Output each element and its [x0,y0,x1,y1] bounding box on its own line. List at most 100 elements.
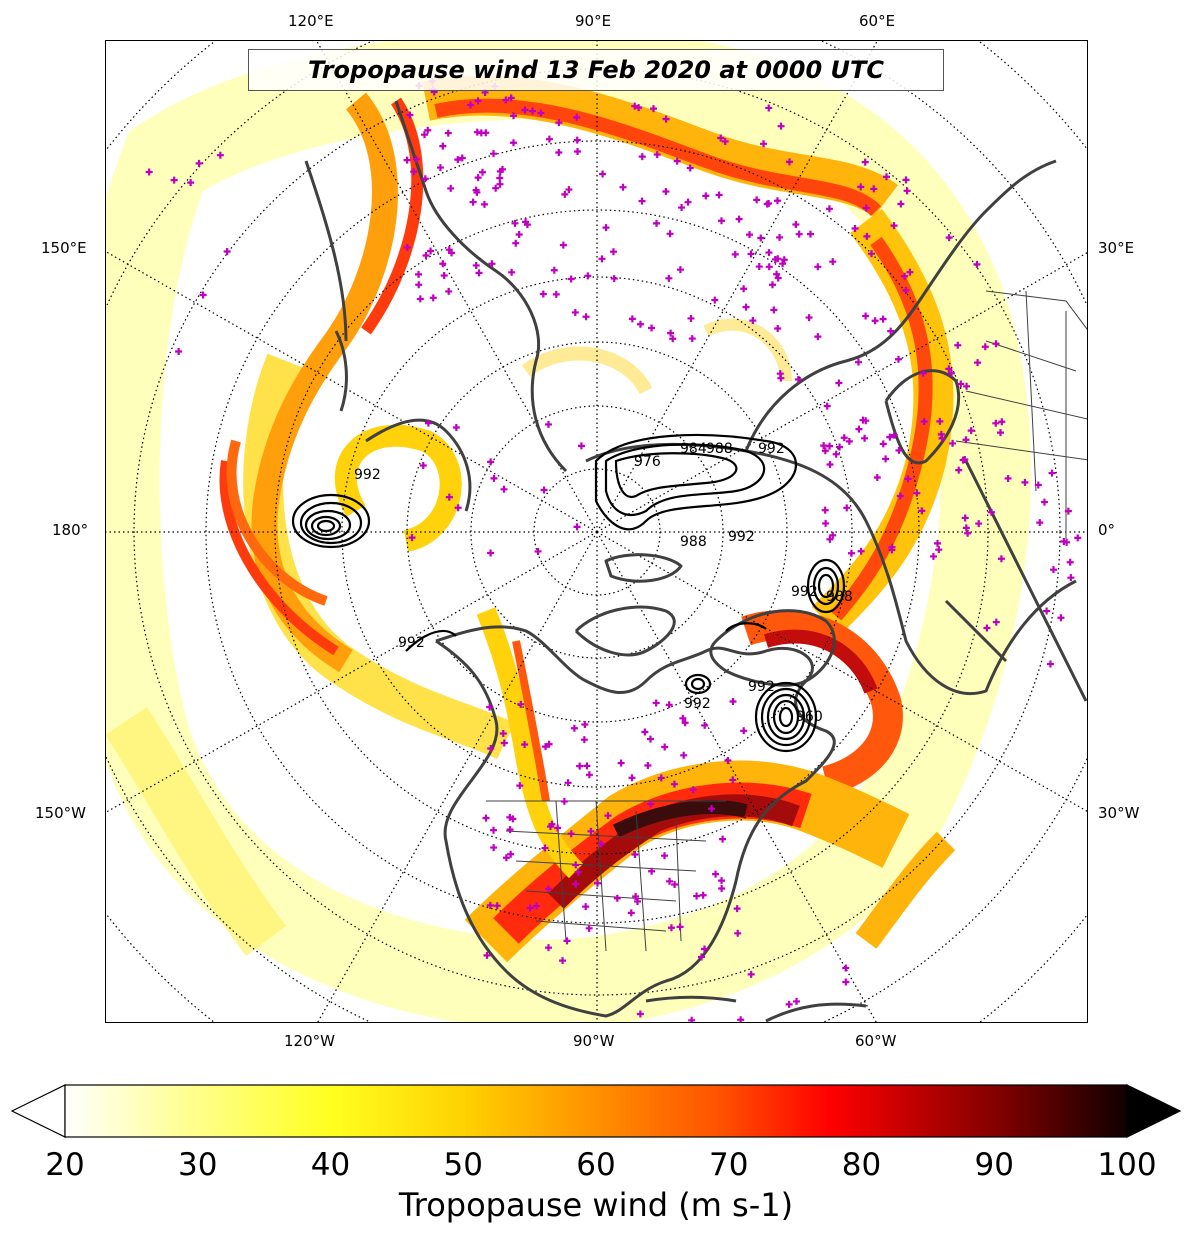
contour-label: 992 [354,467,381,483]
station-marker [583,762,591,770]
station-marker [665,701,673,709]
station-marker [947,369,955,377]
station-marker [467,101,475,109]
station-marker [415,270,423,278]
station-marker [919,369,927,377]
station-marker [145,168,153,176]
station-marker [854,358,862,366]
station-marker [998,418,1006,426]
station-marker [537,109,545,117]
station-marker [602,224,610,232]
station-marker [862,312,870,320]
colorbar-tick-label: 50 [443,1147,483,1183]
station-marker [574,868,582,876]
station-marker [717,134,725,142]
station-marker [480,200,488,208]
station-marker [593,879,601,887]
station-marker [680,751,688,759]
station-marker [721,137,729,145]
station-marker [697,953,705,961]
station-marker [581,721,589,729]
mslp-contours [291,433,846,753]
station-marker [560,797,568,805]
station-marker [967,427,975,435]
station-marker [902,176,910,184]
station-marker [740,727,748,735]
station-marker [528,107,536,115]
station-marker [913,489,921,497]
station-marker [542,743,550,751]
station-marker [729,697,737,705]
station-marker [170,176,178,184]
station-marker [487,744,495,752]
map-plot: 992 976 984 988 992 988 992 992 992 992 … [106,41,1087,1022]
station-marker [195,159,203,167]
station-marker [478,168,486,176]
station-marker [712,870,720,878]
station-marker [820,442,828,450]
station-marker [735,215,743,223]
station-marker [687,314,695,322]
station-marker [550,266,558,274]
station-marker [403,156,411,164]
station-marker [870,185,878,193]
station-marker [773,197,781,205]
station-marker [671,880,679,888]
station-marker [667,329,675,337]
station-marker [770,306,778,314]
station-marker [187,179,195,187]
station-marker [901,272,909,280]
station-marker [440,272,448,280]
station-marker [582,903,590,911]
station-marker [821,447,829,455]
station-marker [665,274,673,282]
contour-label: 992 [748,679,775,695]
station-marker [454,504,462,512]
station-marker [486,901,494,909]
wind-speed-shading [106,41,1031,1022]
station-marker [445,246,453,254]
station-marker [763,200,771,208]
station-marker [502,96,510,104]
station-marker [1034,481,1042,489]
station-marker [895,446,903,454]
station-marker [1036,519,1044,527]
lon-label-left: 180° [52,521,89,539]
station-marker [420,131,428,139]
station-marker [1074,534,1082,542]
station-marker [572,861,580,869]
lon-label-right: 30°W [1098,804,1140,822]
station-marker [753,196,761,204]
station-marker [447,184,455,192]
station-marker [573,523,581,531]
station-marker [490,826,498,834]
station-marker [199,291,207,299]
station-marker [521,741,529,749]
station-marker [648,324,656,332]
station-marker [974,359,982,367]
lon-label-bottom: 120°W [284,1032,335,1050]
station-marker [648,867,656,875]
station-marker [973,260,981,268]
station-marker [987,508,995,516]
station-marker [673,157,681,165]
station-marker [769,281,777,289]
station-marker [826,442,834,450]
station-marker [546,823,554,831]
station-marker [410,168,418,176]
station-marker [894,355,902,363]
lon-label-right: 0° [1098,521,1116,539]
map-title: Tropopause wind 13 Feb 2020 at 0000 UTC [248,49,944,91]
station-marker [826,460,834,468]
station-marker [646,735,654,743]
station-marker [715,191,723,199]
station-marker [576,762,584,770]
station-marker [666,230,674,238]
station-marker [436,164,444,172]
station-marker [774,325,782,333]
station-marker [661,852,669,860]
station-marker [868,250,876,258]
station-marker [862,417,870,425]
station-marker [785,1000,793,1008]
station-marker [452,424,460,432]
